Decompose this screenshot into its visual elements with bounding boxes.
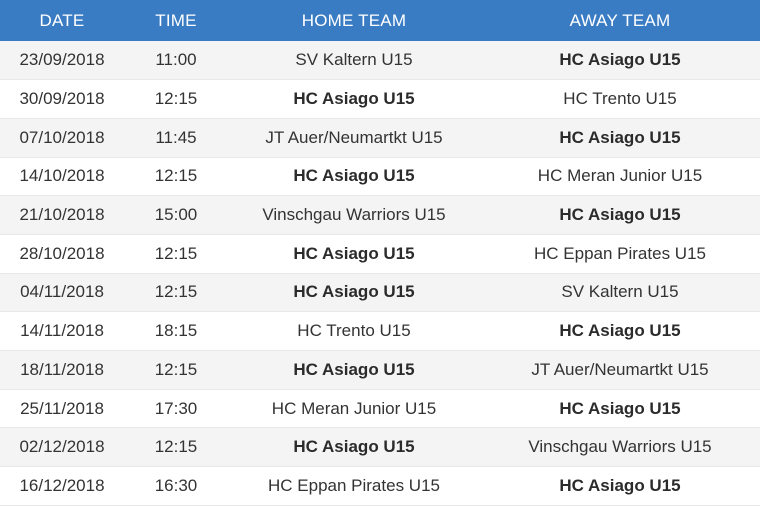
table-row: 14/10/2018 12:15 HC Asiago U15 HC Meran Jun…: [0, 157, 760, 197]
home-team-cell: HC Asiago U15: [228, 79, 480, 119]
away-team-cell: HC Trento U15: [480, 79, 760, 119]
game-time-cell: 16:30: [124, 466, 228, 506]
home-team-cell: HC Asiago U15: [228, 157, 480, 197]
game-date-cell: 02/12/2018: [0, 427, 124, 468]
game-time-cell: 12:15: [124, 234, 228, 274]
home-team-cell: HC Asiago U15: [228, 427, 480, 468]
home-team-cell: HC Asiago U15: [228, 273, 480, 313]
away-team-cell: HC Asiago U15: [480, 311, 760, 351]
game-time-cell: 12:15: [124, 79, 228, 119]
home-team-cell: HC Asiago U15: [228, 234, 480, 274]
away-team-cell: HC Meran Junior U15: [480, 157, 760, 197]
game-date-cell: 04/11/2018: [0, 273, 124, 313]
game-date-cell: 18/11/2018: [0, 350, 124, 390]
game-date-cell: 25/11/2018: [0, 389, 124, 429]
home-team-column-header: HOME TEAM: [301, 10, 407, 30]
game-date-cell: 30/09/2018: [0, 79, 124, 119]
game-date-cell: 07/10/2018: [0, 118, 124, 158]
table-row: 02/12/2018 12:15 HC Asiago U15 Vinschgau Wa…: [0, 427, 760, 468]
home-team-cell: JT Auer/Neumartkt U15: [228, 118, 480, 158]
home-team-cell: Vinschgau Warriors U15: [228, 195, 480, 235]
game-date-cell: 28/10/2018: [0, 234, 124, 274]
game-time-cell: 12:15: [124, 157, 228, 197]
home-team-cell: HC Trento U15: [228, 311, 480, 351]
table-row: 25/11/2018 17:30 HC Meran Junior U15 HC Asi…: [0, 389, 760, 429]
table-row: 04/11/2018 12:15 HC Asiago U15 SV Kaltern U…: [0, 273, 760, 313]
header-row: DATE TIME HOME TEAM AWAY TEAM: [0, 0, 760, 41]
table-row: 23/09/2018 11:00 SV Kaltern U15 HC Asiago U…: [0, 41, 760, 81]
home-team-cell: HC Asiago U15: [228, 350, 480, 390]
game-time-cell: 12:15: [124, 350, 228, 390]
date-column-header: DATE: [39, 10, 85, 30]
table-row: 16/12/2018 16:30 HC Eppan Pirates U15 HC As…: [0, 466, 760, 506]
table-row: 21/10/2018 15:00 Vinschgau Warriors U15 HC …: [0, 195, 760, 235]
away-team-cell: HC Asiago U15: [480, 389, 760, 429]
home-team-cell: HC Meran Junior U15: [228, 389, 480, 429]
game-time-cell: 11:00: [124, 41, 228, 81]
game-date-cell: 14/11/2018: [0, 311, 124, 351]
game-time-cell: 12:15: [124, 273, 228, 313]
away-team-cell: HC Asiago U15: [480, 41, 760, 81]
away-team-cell: HC Asiago U15: [480, 195, 760, 235]
away-team-cell: SV Kaltern U15: [480, 273, 760, 313]
away-team-column-header: AWAY TEAM: [569, 10, 671, 30]
table-row: 28/10/2018 12:15 HC Asiago U15 HC Eppan Pir…: [0, 234, 760, 274]
away-team-cell: HC Asiago U15: [480, 466, 760, 506]
away-team-cell: Vinschgau Warriors U15: [480, 427, 760, 468]
table-row: 14/11/2018 18:15 HC Trento U15 HC Asiago U1…: [0, 311, 760, 351]
game-date-cell: 16/12/2018: [0, 466, 124, 506]
game-date-cell: 23/09/2018: [0, 41, 124, 81]
away-team-cell: HC Eppan Pirates U15: [480, 234, 760, 274]
away-team-cell: JT Auer/Neumartkt U15: [480, 350, 760, 390]
home-team-cell: SV Kaltern U15: [228, 41, 480, 81]
game-time-cell: 15:00: [124, 195, 228, 235]
schedule-body: 23/09/2018 11:00 SV Kaltern U15 HC Asiago U…: [0, 41, 760, 506]
game-time-cell: 12:15: [124, 427, 228, 468]
table-row: 18/11/2018 12:15 HC Asiago U15 JT Auer/Neum…: [0, 350, 760, 390]
table-row: 30/09/2018 12:15 HC Asiago U15 HC Trento U1…: [0, 79, 760, 119]
game-date-cell: 14/10/2018: [0, 157, 124, 197]
game-time-cell: 18:15: [124, 311, 228, 351]
home-team-cell: HC Eppan Pirates U15: [228, 466, 480, 506]
table-row: 07/10/2018 11:45 JT Auer/Neumartkt U15 HC A…: [0, 118, 760, 158]
game-time-cell: 11:45: [124, 118, 228, 158]
game-time-cell: 17:30: [124, 389, 228, 429]
away-team-cell: HC Asiago U15: [480, 118, 760, 158]
schedule-header: DATE TIME HOME TEAM AWAY TEAM: [0, 0, 760, 41]
time-column-header: TIME: [155, 10, 197, 30]
game-date-cell: 21/10/2018: [0, 195, 124, 235]
